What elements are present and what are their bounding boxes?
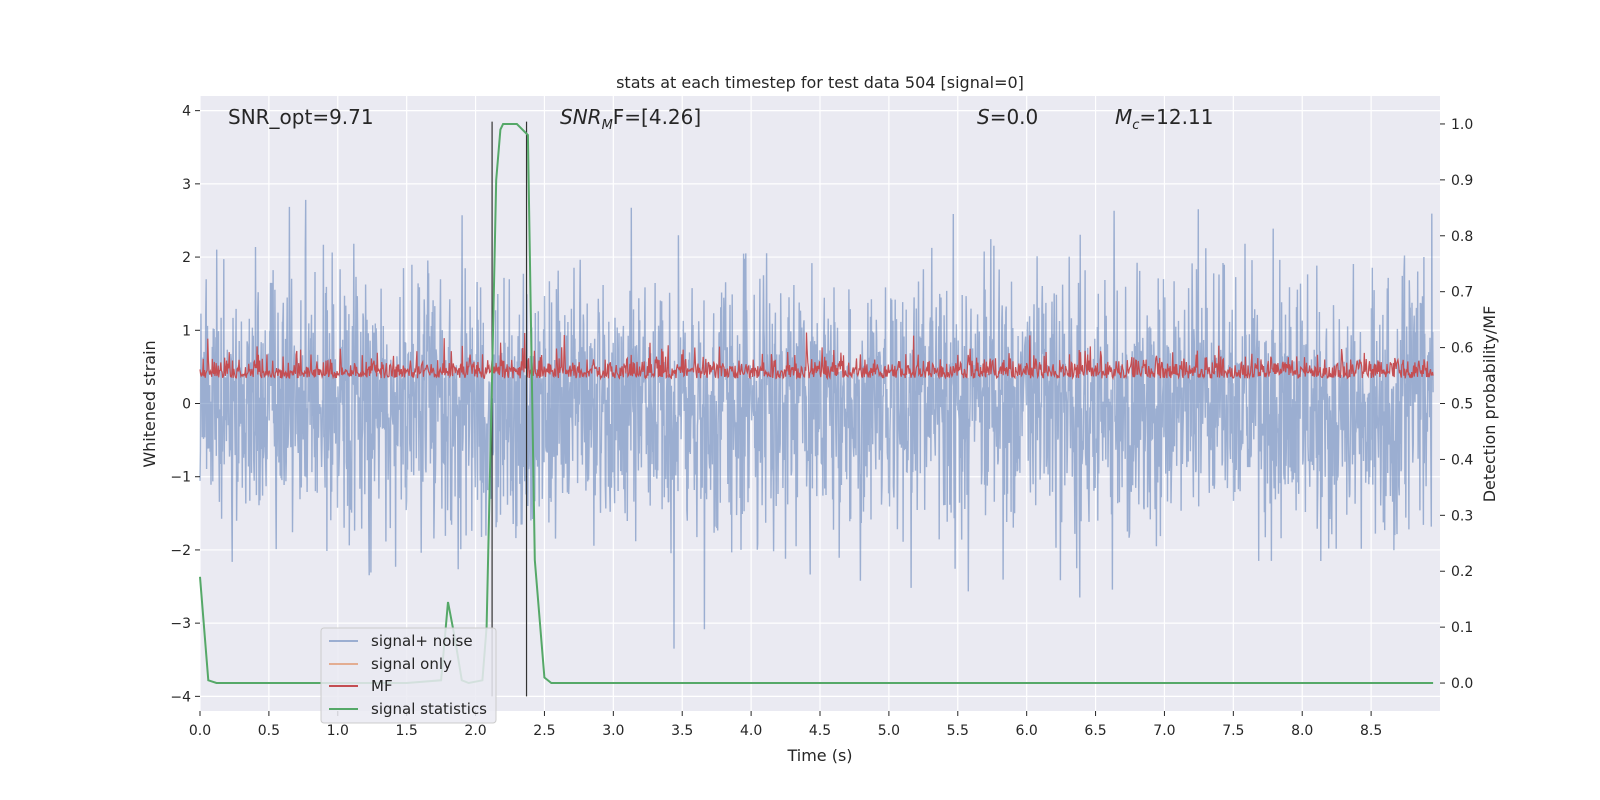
right-tick-label-2: 0.8	[1451, 229, 1473, 245]
annotation-snr-mf: SNRMF=[4.26]	[560, 105, 701, 133]
left-tick-label-2: 2	[182, 250, 191, 266]
right-tick-label-8: 0.2	[1451, 564, 1473, 580]
annotation-s-rest: =0.0	[990, 105, 1039, 129]
right-tick-label-3: 0.7	[1451, 285, 1473, 301]
annotation-mc-sub: c	[1132, 118, 1139, 133]
x-tick-label-13: 6.5	[1084, 723, 1106, 739]
x-tick-label-12: 6.0	[1016, 723, 1038, 739]
left-tick-label-0: 4	[182, 104, 191, 120]
x-tick-label-9: 4.5	[809, 723, 831, 739]
left-tick-label-3: 1	[182, 323, 191, 339]
annotation-snr-opt: SNR_opt=9.71	[228, 105, 374, 129]
x-tick-label-10: 5.0	[878, 723, 900, 739]
right-tick-label-10: 0.0	[1451, 676, 1473, 692]
x-tick-label-2: 1.0	[327, 723, 349, 739]
x-tick-label-1: 0.5	[258, 723, 280, 739]
x-axis-ticks: 0.0 0.5 1.0 1.5 2.0 2.5 3.0 3.5 4.0 4.5 5.0 5.5 6.0 6…	[189, 711, 1382, 739]
signal-noise-line	[199, 199, 1434, 649]
left-tick-label-8: −4	[170, 689, 191, 705]
legend-box	[320, 627, 497, 724]
right-tick-label-1: 0.9	[1451, 173, 1473, 189]
x-tick-label-8: 4.0	[740, 723, 762, 739]
annotation-snr-mf-rest: F=[4.26]	[613, 105, 701, 129]
right-tick-label-5: 0.5	[1451, 397, 1473, 413]
left-tick-label-6: −2	[170, 543, 191, 559]
annotation-snr-mf-var: SNR	[560, 105, 602, 129]
right-tick-label-4: 0.6	[1451, 341, 1473, 357]
x-tick-label-15: 7.5	[1222, 723, 1244, 739]
legend-label-signal-only: signal only	[371, 655, 452, 673]
x-tick-label-11: 5.5	[947, 723, 969, 739]
annotation-mc-var: M	[1115, 105, 1132, 129]
x-tick-label-0: 0.0	[189, 723, 211, 739]
right-tick-label-9: 0.1	[1451, 620, 1473, 636]
x-tick-label-17: 8.5	[1360, 723, 1382, 739]
annotation-s: S=0.0	[977, 105, 1038, 129]
chart-title: stats at each timestep for test data 504…	[616, 73, 1024, 92]
left-axis-label: Whitened strain	[140, 340, 159, 467]
left-tick-label-5: −1	[170, 470, 191, 486]
x-tick-label-7: 3.5	[671, 723, 693, 739]
x-tick-label-6: 3.0	[602, 723, 624, 739]
left-tick-label-7: −3	[170, 616, 191, 632]
annotation-mc: Mc=12.11	[1115, 105, 1213, 133]
x-tick-label-3: 1.5	[396, 723, 418, 739]
right-tick-label-0: 1.0	[1451, 117, 1473, 133]
mf-line	[199, 332, 1434, 381]
x-axis-label: Time (s)	[786, 746, 852, 765]
x-tick-label-16: 8.0	[1291, 723, 1313, 739]
right-tick-label-7: 0.3	[1451, 508, 1473, 524]
x-tick-label-5: 2.5	[533, 723, 555, 739]
left-tick-label-4: 0	[182, 397, 191, 413]
right-axis-ticks: 1.0 0.9 0.8 0.7 0.6 0.5 0.4 0.3 0.2 0.1 0.0	[1440, 117, 1473, 692]
left-axis-ticks: 4 3 2 1 0 −1 −2 −3 −4	[170, 104, 200, 705]
signal-noise-series	[199, 199, 1434, 649]
annotation-snr-mf-sub: M	[602, 118, 613, 133]
legend-label-signal-statistics: signal statistics	[371, 700, 487, 718]
x-tick-label-14: 7.0	[1153, 723, 1175, 739]
right-tick-label-6: 0.4	[1451, 452, 1473, 468]
right-axis-label: Detection probability/MF	[1480, 306, 1499, 503]
x-tick-label-4: 2.0	[464, 723, 486, 739]
annotation-s-var: S	[977, 105, 990, 129]
left-tick-label-1: 3	[182, 177, 191, 193]
legend: signal+ noise signal only MF signal stat…	[320, 627, 497, 724]
legend-label-mf: MF	[371, 677, 393, 695]
annotation-mc-rest: =12.11	[1139, 105, 1213, 129]
legend-label-signal-noise: signal+ noise	[371, 632, 473, 650]
mf-series	[199, 332, 1434, 381]
